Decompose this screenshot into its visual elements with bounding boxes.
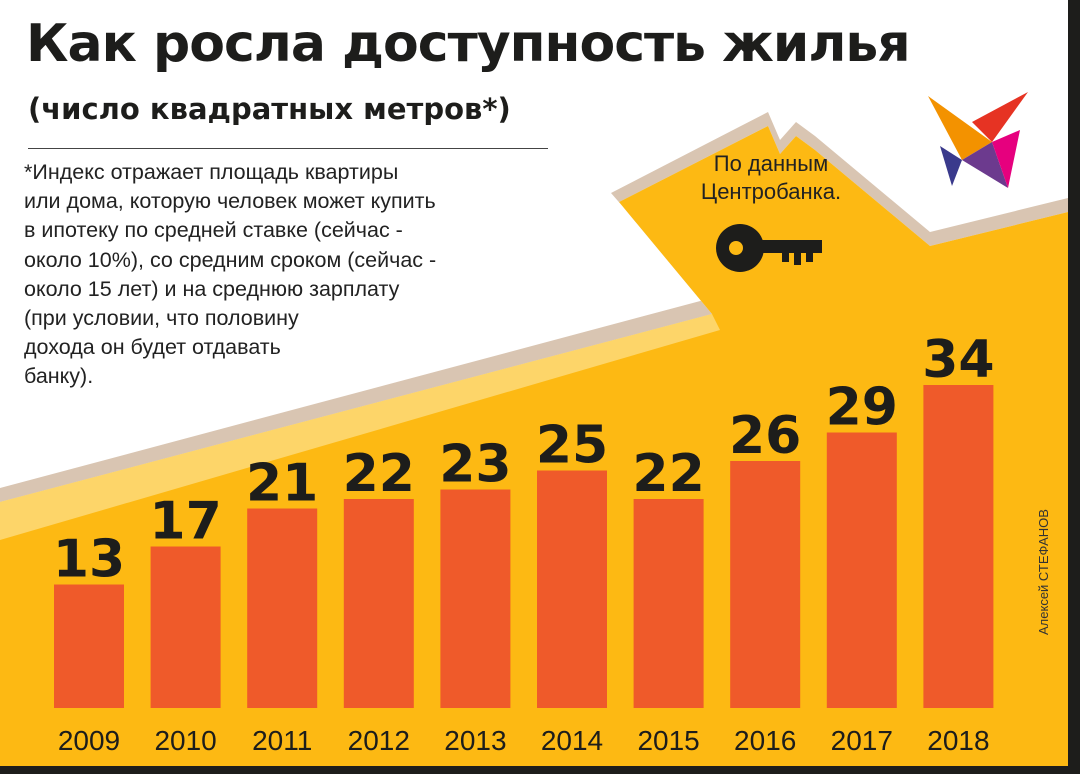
chart-subtitle: (число квадратных метров*)	[28, 92, 511, 126]
source-note: По данным Центробанка.	[676, 150, 866, 206]
footnote-line: или дома, которую человек может купить	[24, 189, 436, 214]
source-line: Центробанка.	[700, 179, 842, 204]
x-tick-2013: 2013	[444, 725, 506, 756]
bar-2012	[343, 499, 414, 708]
right-frame-border	[1068, 0, 1080, 774]
value-label-2012: 22	[343, 444, 415, 504]
chart-title: Как росла доступность жилья	[26, 14, 911, 74]
footnote-line: дохода он будет отдавать	[24, 335, 281, 360]
bar-2009	[54, 584, 124, 708]
divider-rule	[28, 148, 548, 149]
footnote-line: (при условии, что половину	[24, 306, 299, 331]
x-tick-2015: 2015	[637, 725, 699, 756]
x-tick-2011: 2011	[252, 725, 312, 756]
bar-2010	[150, 546, 221, 708]
bar-2014	[537, 470, 607, 708]
bars-group	[54, 385, 994, 708]
value-labels-group: 13 17 21 22 23 25 22 26 29 34	[53, 330, 995, 590]
key-icon	[716, 224, 822, 272]
x-tick-2017: 2017	[831, 725, 893, 756]
bar-2011	[247, 508, 318, 708]
value-label-2010: 17	[149, 492, 221, 552]
bar-2016	[730, 461, 801, 708]
footnote-line: в ипотеку по средней ставке (сейчас -	[24, 218, 403, 243]
background-light-band	[0, 314, 720, 540]
footnote: *Индекс отражает площадь квартиры или до…	[24, 158, 524, 392]
bar-2013	[440, 489, 511, 708]
footnote-line: около 15 лет) и на среднюю зарплату	[24, 276, 400, 301]
bar-2017	[826, 432, 897, 708]
x-tick-2009: 2009	[58, 725, 120, 756]
x-tick-labels-group: 2009 2010 2011 2012 2013 2014 2015 2016 2017 2018	[58, 725, 990, 756]
value-label-2016: 26	[729, 406, 801, 466]
footnote-line: банку).	[24, 364, 94, 389]
bottom-border	[0, 766, 1080, 774]
roof-edge	[0, 112, 1068, 502]
bird-logo-icon	[928, 92, 1028, 188]
value-label-2013: 23	[439, 435, 511, 495]
bar-2015	[633, 499, 704, 708]
value-label-2014: 25	[536, 416, 608, 476]
value-label-2009: 13	[53, 530, 125, 590]
x-tick-2018: 2018	[927, 725, 989, 756]
footnote-line: около 10%), со средним сроком (сейчас -	[24, 247, 437, 272]
x-tick-2016: 2016	[734, 725, 796, 756]
value-label-2018: 34	[922, 330, 994, 390]
x-tick-2012: 2012	[348, 725, 410, 756]
author-credit: Алексей СТЕФАНОВ	[1036, 509, 1051, 635]
bar-2018	[923, 385, 994, 708]
value-label-2011: 21	[246, 454, 318, 514]
source-line: По данным	[713, 151, 829, 176]
value-label-2017: 29	[826, 378, 898, 438]
x-tick-2014: 2014	[541, 725, 603, 756]
value-label-2015: 22	[632, 444, 704, 504]
x-tick-2010: 2010	[154, 725, 216, 756]
footnote-line: *Индекс отражает площадь квартиры	[24, 160, 399, 184]
